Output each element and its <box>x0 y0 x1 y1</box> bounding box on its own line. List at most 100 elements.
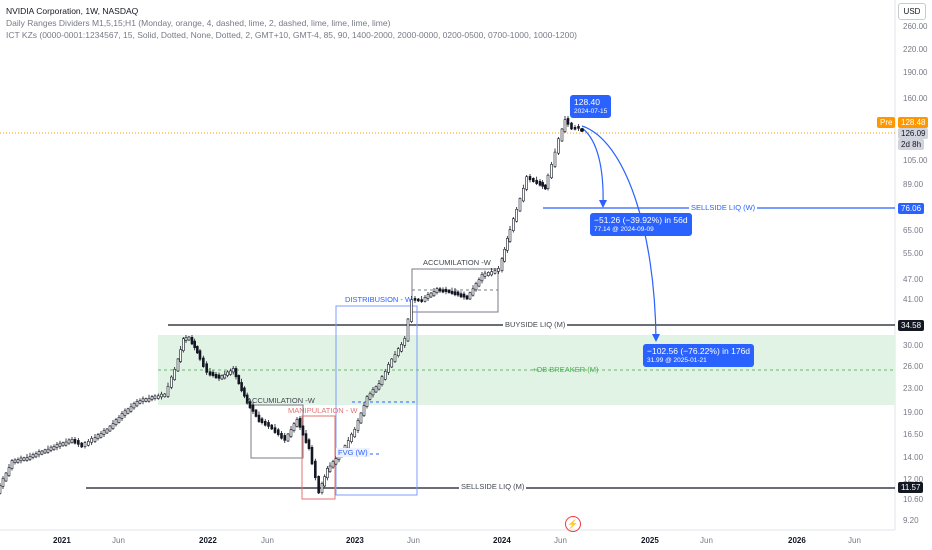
high-price-callout[interactable]: 134.55 128.40 2024-07-15 <box>570 95 611 118</box>
candle-body <box>532 178 534 181</box>
candle-body <box>77 440 79 444</box>
move-callout-1[interactable]: −51.26 (−39.92%) in 56d 77.14 @ 2024-09-… <box>590 213 692 236</box>
price-axis-label: 105.00 <box>903 156 927 165</box>
candle-body <box>384 371 386 379</box>
candle-body <box>378 384 380 390</box>
candle-body <box>354 429 356 437</box>
candle-body <box>218 375 220 379</box>
price-axis-label: 26.00 <box>903 362 923 371</box>
candle-body <box>0 485 1 493</box>
bar-countdown-tag: 2d 8h <box>898 139 924 150</box>
candle-body <box>391 359 393 367</box>
ob-breaker-label: +OB BREAKER (M) <box>530 365 600 374</box>
candle-body <box>97 435 99 439</box>
candle-body <box>232 368 234 372</box>
candle-body <box>369 394 371 400</box>
candle-body <box>388 364 390 372</box>
time-axis-label: Jun <box>407 536 420 545</box>
move1-arrowhead <box>599 200 607 208</box>
candle-body <box>567 118 569 124</box>
candle-body <box>53 447 55 450</box>
candle-body <box>62 443 64 446</box>
candle-body <box>47 449 49 452</box>
candle-body <box>202 358 204 367</box>
candle-body <box>571 123 573 129</box>
candle-body <box>139 401 141 404</box>
candle-body <box>71 439 73 442</box>
time-axis-label: Jun <box>554 536 567 545</box>
candle-body <box>17 460 19 463</box>
move-callout-2[interactable]: −102.56 (−76.22%) in 176d 31.99 @ 2025-0… <box>643 344 754 367</box>
candle-body <box>235 368 237 376</box>
candle-body <box>185 337 187 340</box>
candle-body <box>258 415 260 422</box>
candle-body <box>478 280 480 286</box>
fvg-label: FVG (W) <box>336 448 370 457</box>
move2-sub: 31.99 @ 2025-01-21 <box>647 356 750 365</box>
candle-body <box>296 419 298 426</box>
candle-body <box>151 397 153 400</box>
candle-body <box>161 394 163 397</box>
candle-body <box>293 424 295 431</box>
candle-body <box>430 293 432 297</box>
candle-body <box>454 292 456 295</box>
candle-body <box>372 389 374 395</box>
price-axis-label: 9.20 <box>903 516 919 525</box>
candle-body <box>194 341 196 348</box>
candle-body <box>241 382 243 390</box>
candle-body <box>106 429 108 433</box>
candle-body <box>136 401 138 406</box>
indicator-daily-ranges[interactable]: Daily Ranges Dividers M1,5,15;H1 (Monday… <box>6 17 577 29</box>
accumulation-low-label: ACCUMILATION -W <box>245 396 317 405</box>
candle-body <box>487 272 489 275</box>
candle-body <box>433 292 435 296</box>
candle-body <box>472 289 474 295</box>
candle-body <box>81 443 83 447</box>
candle-body <box>324 477 326 486</box>
candle-body <box>360 413 362 423</box>
candle-body <box>578 126 580 128</box>
candle-body <box>164 394 166 397</box>
symbol-title: NVIDIA Corporation, 1W, NASDAQ <box>6 5 577 17</box>
candle-body <box>484 273 486 276</box>
candle-body <box>41 451 43 454</box>
candle-body <box>539 181 541 185</box>
price-axis-label: 23.00 <box>903 384 923 393</box>
candle-body <box>65 442 67 445</box>
candle-body <box>209 372 211 376</box>
candle-body <box>157 396 159 399</box>
candle-body <box>481 274 483 280</box>
move1-main: −51.26 (−39.92%) in 56d <box>594 215 688 225</box>
time-axis-label: Jun <box>848 536 861 545</box>
candle-body <box>347 441 349 449</box>
candle-body <box>366 397 368 407</box>
time-axis-label: 2024 <box>493 536 511 545</box>
candle-body <box>56 444 58 447</box>
candle-body <box>469 293 471 299</box>
candle-body <box>498 268 500 271</box>
candle-body <box>124 411 126 416</box>
sellside-m-label: SELLSIDE LIQ (M) <box>459 482 526 491</box>
candle-body <box>519 198 521 211</box>
candle-body <box>84 443 86 447</box>
candle-body <box>274 428 276 433</box>
price-axis-label: 190.00 <box>903 68 927 77</box>
candle-body <box>264 421 266 425</box>
move1-sub: 77.14 @ 2024-09-09 <box>594 225 688 234</box>
candle-body <box>404 338 406 345</box>
candle-body <box>442 290 444 292</box>
flash-icon[interactable]: ⚡ <box>565 516 581 532</box>
candle-body <box>542 182 544 186</box>
candle-body <box>103 430 105 434</box>
candle-body <box>564 120 566 132</box>
candle-body <box>11 461 13 469</box>
time-axis-label: 2022 <box>199 536 217 545</box>
indicator-ict-kz[interactable]: ICT KZs (0000-0001:1234567, 15, Solid, D… <box>6 29 577 41</box>
candle-body <box>522 188 524 201</box>
candle-body <box>100 433 102 437</box>
candle-body <box>529 176 531 179</box>
candle-body <box>305 434 307 443</box>
currency-button[interactable]: USD <box>898 3 926 20</box>
high-price-value: 128.40 <box>574 97 600 107</box>
